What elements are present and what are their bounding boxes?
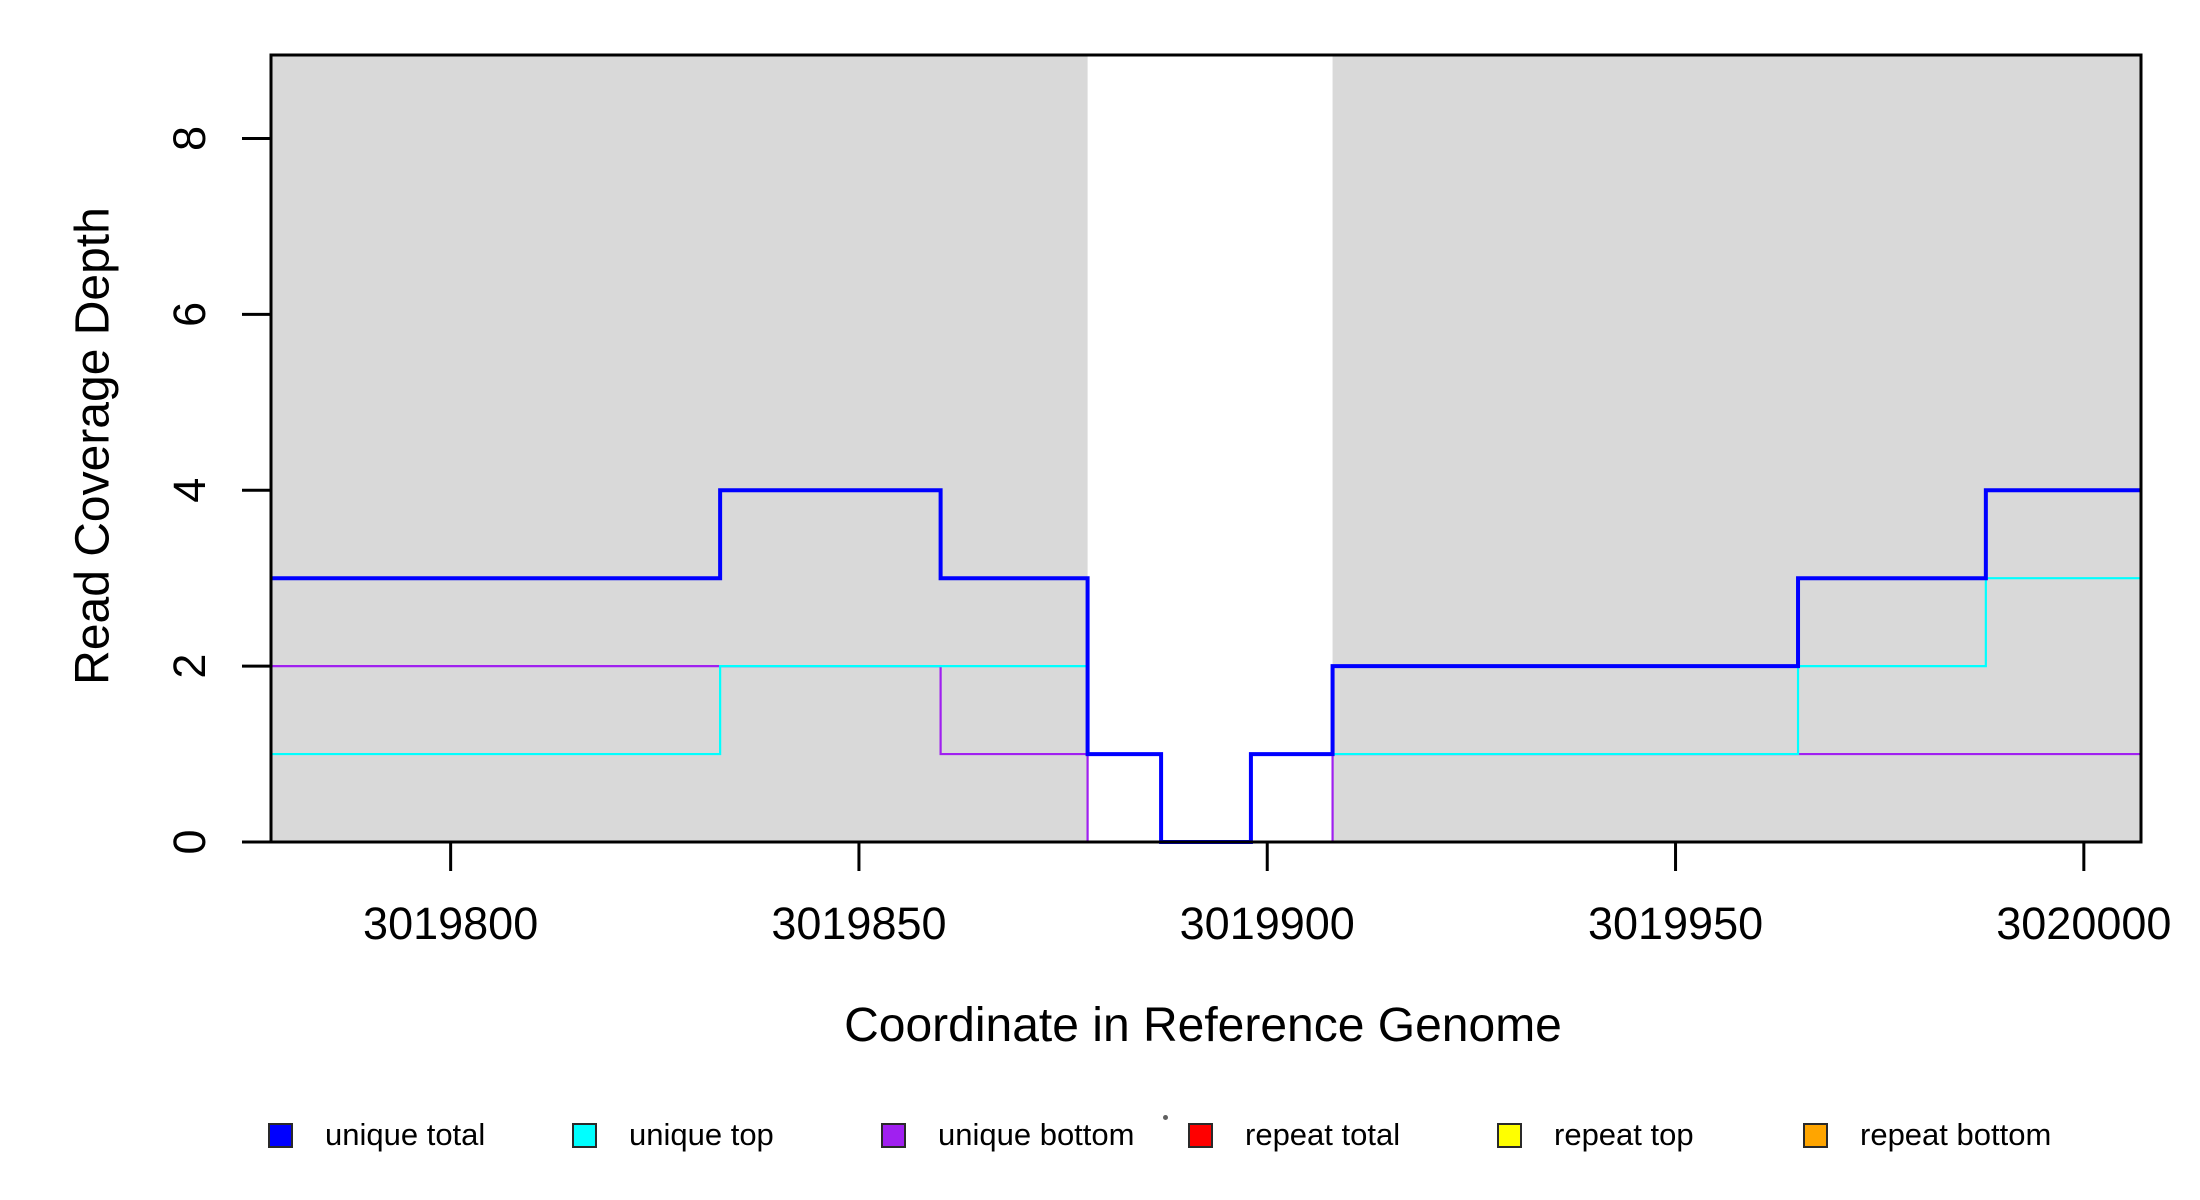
legend-swatch-repeat-top [1497, 1122, 1522, 1148]
legend-label: unique top [629, 1117, 774, 1152]
x-axis-title: Coordinate in Reference Genome [0, 998, 2200, 1053]
x-tick-label: 3019900 [1180, 898, 1355, 949]
background-band-1 [1332, 55, 2141, 842]
background-band-0 [271, 55, 1088, 842]
x-tick-label: 3019800 [363, 898, 538, 949]
x-tick-label: 3020000 [1996, 898, 2171, 949]
y-axis-title-text: Read Coverage Depth [66, 207, 120, 685]
legend-item-repeat-bottom: repeat bottom [1803, 1110, 2051, 1160]
x-tick-label: 3019850 [771, 898, 946, 949]
legend-label: repeat bottom [1860, 1117, 2052, 1152]
legend-swatch-repeat-bottom [1803, 1122, 1828, 1148]
legend-item-unique-top: unique top [572, 1110, 774, 1160]
legend-label: repeat top [1554, 1117, 1694, 1152]
legend-label: repeat total [1245, 1117, 1401, 1152]
x-tick-label: 3019950 [1588, 898, 1763, 949]
legend-swatch-unique-bottom [881, 1122, 906, 1148]
plot-border [269, 53, 2143, 844]
y-tick-label: 6 [164, 302, 215, 327]
legend-item-unique-total: unique total [268, 1110, 485, 1160]
legend-item-unique-bottom: unique bottom [881, 1110, 1134, 1160]
y-tick-label: 8 [164, 126, 215, 151]
x-axis-title-text: Coordinate in Reference Genome [844, 999, 1562, 1052]
y-tick-label: 0 [164, 829, 215, 854]
legend-swatch-unique-total [268, 1122, 293, 1148]
legend-item-repeat-total: repeat total [1188, 1110, 1400, 1160]
legend-swatch-unique-top [572, 1122, 597, 1148]
speck-artifact [1163, 1115, 1168, 1120]
legend-label: unique bottom [938, 1117, 1135, 1152]
y-tick-label: 2 [164, 654, 215, 679]
legend-swatch-repeat-total [1188, 1122, 1213, 1148]
legend-label: unique total [325, 1117, 486, 1152]
y-tick-label: 4 [164, 478, 215, 503]
series-unique-bottom [271, 665, 2141, 844]
legend-item-repeat-top: repeat top [1497, 1110, 1694, 1160]
